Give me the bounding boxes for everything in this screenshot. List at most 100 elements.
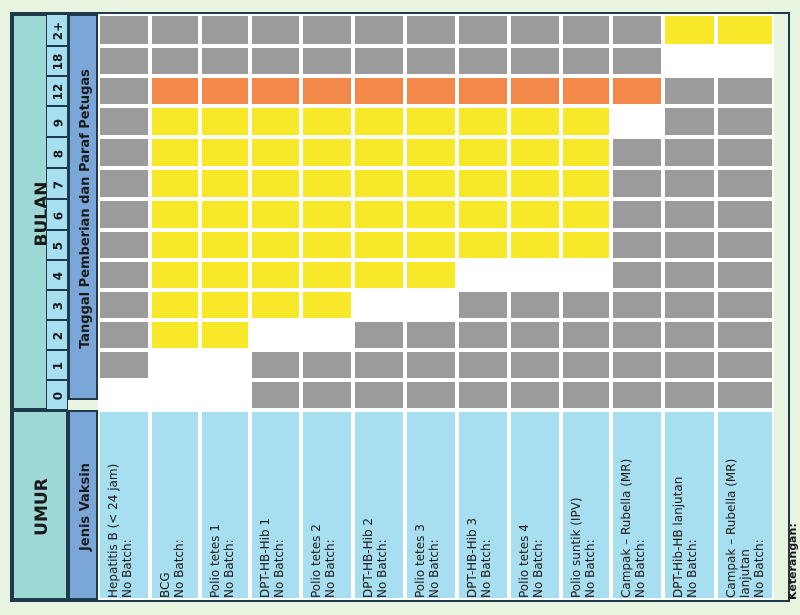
schedule-cell-yellow[interactable] — [150, 260, 200, 290]
schedule-cell-yellow[interactable] — [301, 106, 353, 137]
schedule-cell-yellow[interactable] — [150, 137, 200, 168]
schedule-cell-yellow[interactable] — [200, 106, 250, 137]
schedule-cell-white[interactable] — [716, 46, 774, 76]
schedule-cell-yellow[interactable] — [150, 168, 200, 199]
month-label: 4 — [51, 271, 65, 281]
schedule-cell-orange[interactable] — [301, 76, 353, 106]
vaccine-name-cell: Polio tetes 4 No Batch: — [509, 410, 561, 600]
schedule-cell-orange[interactable] — [561, 76, 611, 106]
schedule-cell-yellow[interactable] — [150, 290, 200, 320]
schedule-cell-yellow[interactable] — [561, 106, 611, 137]
schedule-cell-yellow[interactable] — [561, 168, 611, 199]
schedule-cell-grey — [457, 380, 509, 410]
schedule-cell-yellow[interactable] — [250, 137, 301, 168]
schedule-cell-white[interactable] — [150, 350, 200, 380]
schedule-cell-white[interactable] — [200, 350, 250, 380]
schedule-cell-grey — [561, 290, 611, 320]
schedule-cell-yellow[interactable] — [301, 230, 353, 260]
schedule-cell-yellow[interactable] — [561, 230, 611, 260]
schedule-cell-yellow[interactable] — [405, 199, 457, 230]
schedule-cell-yellow[interactable] — [405, 106, 457, 137]
schedule-cell-white[interactable] — [509, 260, 561, 290]
schedule-cell-orange[interactable] — [250, 76, 301, 106]
schedule-cell-yellow[interactable] — [200, 137, 250, 168]
schedule-cell-grey — [716, 290, 774, 320]
schedule-cell-yellow[interactable] — [405, 137, 457, 168]
vaccine-name: Campak – Rubella (MR) lanjutan No Batch: — [724, 458, 766, 598]
schedule-cell-yellow[interactable] — [250, 230, 301, 260]
schedule-cell-yellow[interactable] — [663, 14, 716, 46]
schedule-cell-orange[interactable] — [611, 76, 663, 106]
schedule-cell-yellow[interactable] — [301, 260, 353, 290]
schedule-cell-white[interactable] — [561, 260, 611, 290]
schedule-cell-orange[interactable] — [353, 76, 405, 106]
schedule-cell-yellow[interactable] — [200, 260, 250, 290]
schedule-cell-white[interactable] — [457, 260, 509, 290]
schedule-cell-yellow[interactable] — [200, 168, 250, 199]
schedule-cell-yellow[interactable] — [301, 290, 353, 320]
schedule-cell-white[interactable] — [353, 290, 405, 320]
schedule-cell-yellow[interactable] — [405, 230, 457, 260]
schedule-cell-yellow[interactable] — [250, 290, 301, 320]
schedule-cell-yellow[interactable] — [561, 137, 611, 168]
schedule-cell-orange[interactable] — [405, 76, 457, 106]
schedule-cell-yellow[interactable] — [150, 199, 200, 230]
schedule-cell-orange[interactable] — [200, 76, 250, 106]
schedule-cell-orange[interactable] — [509, 76, 561, 106]
schedule-cell-white[interactable] — [200, 380, 250, 410]
schedule-cell-grey — [561, 350, 611, 380]
schedule-cell-grey — [98, 290, 150, 320]
schedule-cell-yellow[interactable] — [150, 106, 200, 137]
schedule-cell-yellow[interactable] — [200, 290, 250, 320]
schedule-cell-yellow[interactable] — [457, 199, 509, 230]
schedule-cell-grey — [457, 350, 509, 380]
schedule-cell-yellow[interactable] — [353, 137, 405, 168]
schedule-cell-yellow[interactable] — [509, 137, 561, 168]
schedule-cell-yellow[interactable] — [301, 199, 353, 230]
schedule-cell-yellow[interactable] — [353, 168, 405, 199]
schedule-cell-yellow[interactable] — [250, 199, 301, 230]
schedule-cell-yellow[interactable] — [301, 168, 353, 199]
schedule-cell-yellow[interactable] — [457, 137, 509, 168]
schedule-cell-yellow[interactable] — [353, 230, 405, 260]
schedule-cell-yellow[interactable] — [457, 230, 509, 260]
schedule-cell-yellow[interactable] — [200, 230, 250, 260]
schedule-cell-yellow[interactable] — [405, 260, 457, 290]
schedule-cell-orange[interactable] — [150, 76, 200, 106]
schedule-cell-yellow[interactable] — [509, 106, 561, 137]
schedule-cell-white[interactable] — [250, 320, 301, 350]
schedule-cell-yellow[interactable] — [200, 320, 250, 350]
schedule-cell-white[interactable] — [98, 380, 150, 410]
schedule-cell-grey — [98, 46, 150, 76]
schedule-cell-yellow[interactable] — [405, 168, 457, 199]
schedule-cell-yellow[interactable] — [509, 199, 561, 230]
schedule-cell-yellow[interactable] — [716, 14, 774, 46]
schedule-cell-grey — [663, 106, 716, 137]
schedule-cell-yellow[interactable] — [561, 199, 611, 230]
schedule-cell-white[interactable] — [405, 290, 457, 320]
schedule-cell-yellow[interactable] — [509, 230, 561, 260]
schedule-cell-white[interactable] — [301, 320, 353, 350]
schedule-cell-grey — [250, 380, 301, 410]
schedule-cell-yellow[interactable] — [457, 168, 509, 199]
schedule-cell-yellow[interactable] — [353, 199, 405, 230]
schedule-cell-white[interactable] — [663, 46, 716, 76]
schedule-cell-grey — [250, 14, 301, 46]
schedule-cell-white[interactable] — [150, 380, 200, 410]
schedule-cell-white[interactable] — [611, 106, 663, 137]
schedule-cell-yellow[interactable] — [509, 168, 561, 199]
schedule-cell-yellow[interactable] — [200, 199, 250, 230]
schedule-cell-yellow[interactable] — [150, 320, 200, 350]
schedule-cell-yellow[interactable] — [150, 230, 200, 260]
schedule-cell-orange[interactable] — [457, 76, 509, 106]
schedule-cell-yellow[interactable] — [301, 137, 353, 168]
schedule-cell-yellow[interactable] — [250, 106, 301, 137]
schedule-cell-yellow[interactable] — [250, 168, 301, 199]
schedule-cell-grey — [301, 350, 353, 380]
schedule-cell-yellow[interactable] — [353, 106, 405, 137]
schedule-cell-yellow[interactable] — [353, 260, 405, 290]
schedule-cell-yellow[interactable] — [250, 260, 301, 290]
schedule-cell-grey — [250, 350, 301, 380]
schedule-cell-yellow[interactable] — [457, 106, 509, 137]
vaccine-name: Polio tetes 4 No Batch: — [517, 524, 545, 598]
